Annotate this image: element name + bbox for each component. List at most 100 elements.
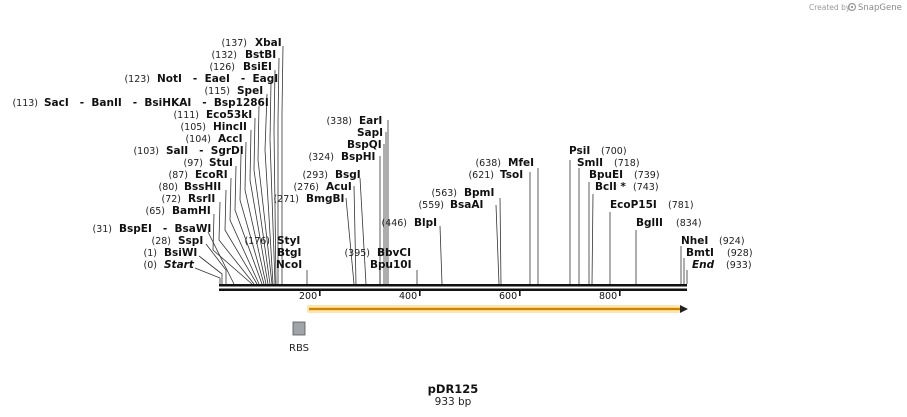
site-name-bsgi: BsgI [335,169,361,181]
site-name-eari: EarI [359,115,382,127]
site-name-eco53ki: Eco53kI [206,109,252,121]
ruler-label-800: 800 [599,291,617,302]
site-name-bsshii: BssHII [184,181,221,193]
site-name-nhei: NheI [681,235,708,247]
site-position-bsphi: (324) [308,152,334,163]
site-position-blpi: (446) [381,218,407,229]
site-name-sali: SalI - SgrDI [166,145,244,157]
left-site-labels: (137) XbaI (132) BstBI (126) BsiEI (123)… [12,37,281,271]
orf-arrow-head [680,305,688,313]
ruler-label-600: 600 [499,291,517,302]
site-position-bstbi: (132) [211,50,237,61]
site-name-xbai: XbaI [255,37,282,49]
site-position-tsoi: (621) [468,170,494,181]
site-name-bmgbi: BmgBI [306,193,344,205]
site-position-bsiwi: (1) [144,248,157,259]
site-name-bspqi: BspQI [347,139,382,151]
site-name-bsiei: BsiEI [243,61,272,73]
dna-bottom-strand [219,288,687,291]
snapgene-brand-text: SnapGene [858,3,902,13]
site-name-bmti: BmtI [686,247,714,259]
site-name-bpuei: BpuEI [589,169,623,181]
site-name-blpi: BlpI [414,217,437,229]
rbs-feature[interactable]: RBS [289,321,309,354]
site-name-bamhi: BamHI [172,205,211,217]
dna-top-strand [219,284,687,287]
site-position-bmti: (928) [727,248,753,259]
site-name-bsphi: BspHI [341,151,375,163]
site-position-sspi: (28) [151,236,171,247]
site-position-bsshii: (80) [158,182,178,193]
site-name-sspi: SspI [178,235,203,247]
site-name-btgi: BtgI [277,247,301,259]
site-position-eco53ki: (111) [173,110,199,121]
site-name-bpu10i: Bpu10I [370,259,412,271]
site-position-bsiei: (126) [209,62,235,73]
site-name-rsrii: RsrII [188,193,215,205]
site-name-bglii: BglII [636,217,663,229]
site-name-noti: NotI - EaeI - EagI [157,73,278,85]
site-name-saci: SacI - BanII - BsiHKAI - Bsp1286I [44,97,269,109]
site-position-bspei: (31) [92,224,112,235]
plasmid-length: 933 bp [435,396,472,408]
snapgene-logo-icon [847,2,857,12]
ruler-label-400: 400 [399,291,417,302]
site-position-bsgi: (293) [302,170,328,181]
site-position-acci: (104) [185,134,211,145]
ruler-tick-600 [519,291,521,296]
site-position-sali: (103) [133,146,159,157]
site-position-styi: (176) [244,236,270,247]
site-position-rsrii: (72) [161,194,181,205]
site-name-bcli: BclI * [595,181,626,193]
site-position-psii: (700) [601,146,627,157]
site-name-tsoi: TsoI [500,169,523,181]
site-position-bamhi: (65) [145,206,165,217]
created-by-text: Created by [809,3,851,12]
site-name-bsaaai: BsaAI [450,199,483,211]
site-position-eari: (338) [326,116,352,127]
site-name-bpmi: BpmI [464,187,494,199]
site-position-noti: (123) [124,74,150,85]
site-name-smli: SmlI [577,157,603,169]
site-name-bsiwi: BsiWI [164,247,197,259]
site-position-bpmi: (563) [431,188,457,199]
sequence-ruler: 200 400 600 800 [219,284,687,302]
site-name-hincii: HincII [213,121,247,133]
site-position-hincii: (105) [180,122,206,133]
ruler-tick-800 [619,291,621,296]
site-name-ecop15i: EcoP15I [610,199,657,211]
mid-site-labels: (176) StyI BtgI NcoI (271) BmgBI (276) A… [244,115,437,271]
site-position-start: (0) [144,260,157,271]
site-position-bsaaai: (559) [418,200,444,211]
ruler-tick-400 [419,291,421,296]
site-position-bglii: (834) [676,218,702,229]
site-name-psii: PsiI [569,145,590,157]
site-position-end: (933) [726,260,752,271]
plasmid-name: pDR125 [428,382,479,396]
site-position-nhei: (924) [719,236,745,247]
site-position-bmgbi: (271) [273,194,299,205]
site-name-styi: StyI [277,235,300,247]
site-position-bpuei: (739) [634,170,660,181]
site-name-spei: SpeI [237,85,263,97]
site-name-ncoi: NcoI [276,259,302,271]
site-position-spei: (115) [204,86,230,97]
site-name-bspei: BspEI - BsaWI [119,223,211,235]
site-position-mfei: (638) [475,158,501,169]
ruler-tick-200 [319,291,321,296]
site-position-acui: (276) [293,182,319,193]
left-leader-lines [194,45,284,285]
site-name-bbvci: BbvCI [377,247,411,259]
right-site-labels: (559) BsaAI (563) BpmI (621) TsoI (638) … [418,145,752,271]
site-name-stui: StuI [209,157,233,169]
site-position-ecori: (87) [168,170,188,181]
site-name-acci: AccI [218,133,242,145]
site-position-smli: (718) [614,158,640,169]
site-name-bstbi: BstBI [245,49,276,61]
site-name-end: End [692,259,715,271]
site-position-ecop15i: (781) [668,200,694,211]
site-leader-lines [306,120,688,285]
site-name-mfei: MfeI [508,157,534,169]
site-name-ecori: EcoRI [195,169,228,181]
orf-feature-arrow[interactable] [307,305,688,313]
